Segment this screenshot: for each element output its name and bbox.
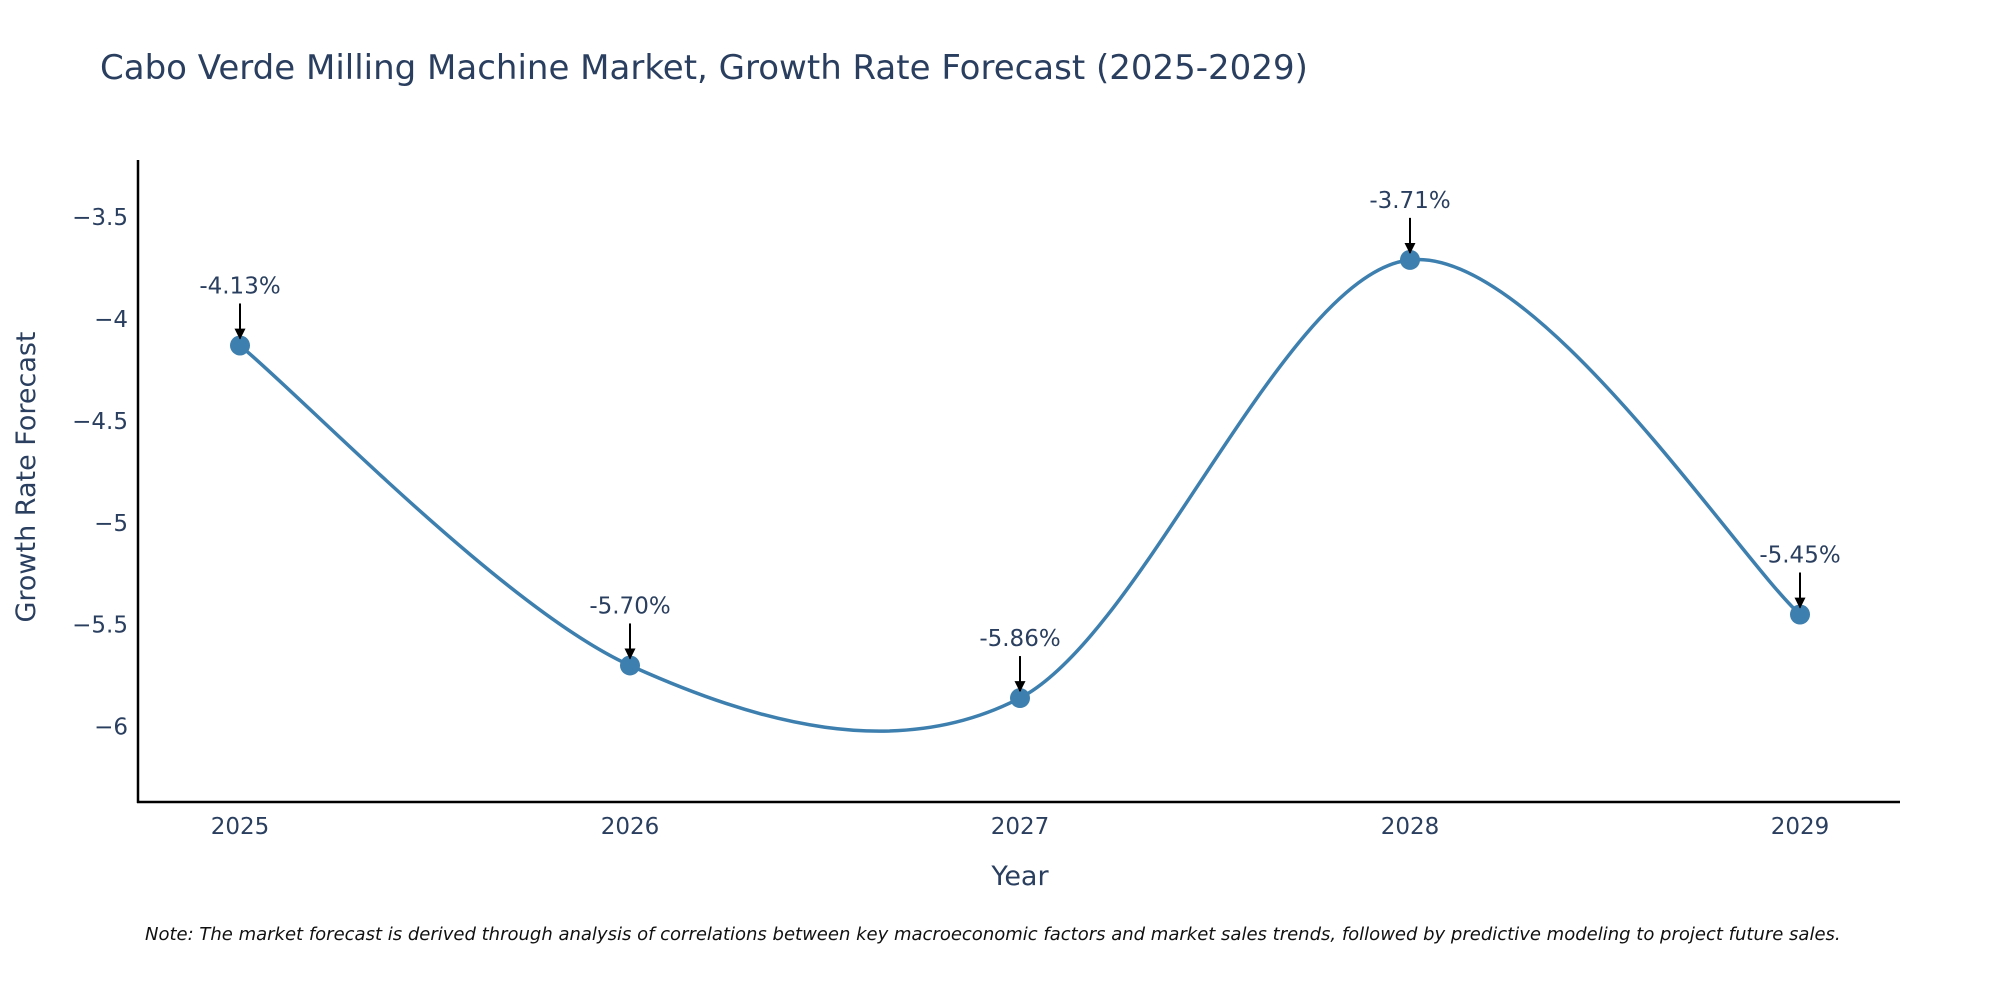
data-point-2029 xyxy=(1790,604,1810,625)
data-point-2025 xyxy=(230,335,250,356)
data-label-2027: -5.86% xyxy=(979,626,1060,652)
series-growth-rate xyxy=(230,249,1810,733)
data-label-2028: -3.71% xyxy=(1369,188,1450,214)
x-axis: 2025 2026 2027 2028 2029 xyxy=(137,800,1900,840)
data-label-2026: -5.70% xyxy=(589,593,670,619)
y-tick-label: −5.5 xyxy=(72,613,128,639)
x-axis-title: Year xyxy=(990,861,1049,892)
chart-title: Cabo Verde Milling Machine Market, Growt… xyxy=(100,48,1308,88)
x-tick-label: 2029 xyxy=(1771,814,1830,840)
y-tick-label: −4 xyxy=(94,307,128,333)
x-tick-label: 2026 xyxy=(601,814,660,840)
x-tick-label: 2028 xyxy=(1381,814,1440,840)
data-label-2025: -4.13% xyxy=(199,273,280,299)
y-axis: −3.5 −4 −4.5 −5 −5.5 −6 xyxy=(72,160,140,803)
data-labels: -4.13% -5.70% -5.86% -3.71% -5.45% xyxy=(199,188,1841,693)
y-axis-title: Growth Rate Forecast xyxy=(11,331,42,622)
y-tick-label: −6 xyxy=(94,715,128,741)
data-point-2027 xyxy=(1010,688,1030,709)
x-tick-label: 2025 xyxy=(211,814,270,840)
y-tick-label: −4.5 xyxy=(72,409,128,435)
y-tick-label: −3.5 xyxy=(72,205,128,231)
data-label-2029: -5.45% xyxy=(1759,542,1840,568)
x-tick-label: 2027 xyxy=(991,814,1050,840)
data-point-2026 xyxy=(620,655,640,676)
footnote: Note: The market forecast is derived thr… xyxy=(145,924,1841,945)
series-line xyxy=(238,258,1802,733)
data-point-2028 xyxy=(1400,249,1420,270)
y-tick-label: −5 xyxy=(94,511,128,537)
